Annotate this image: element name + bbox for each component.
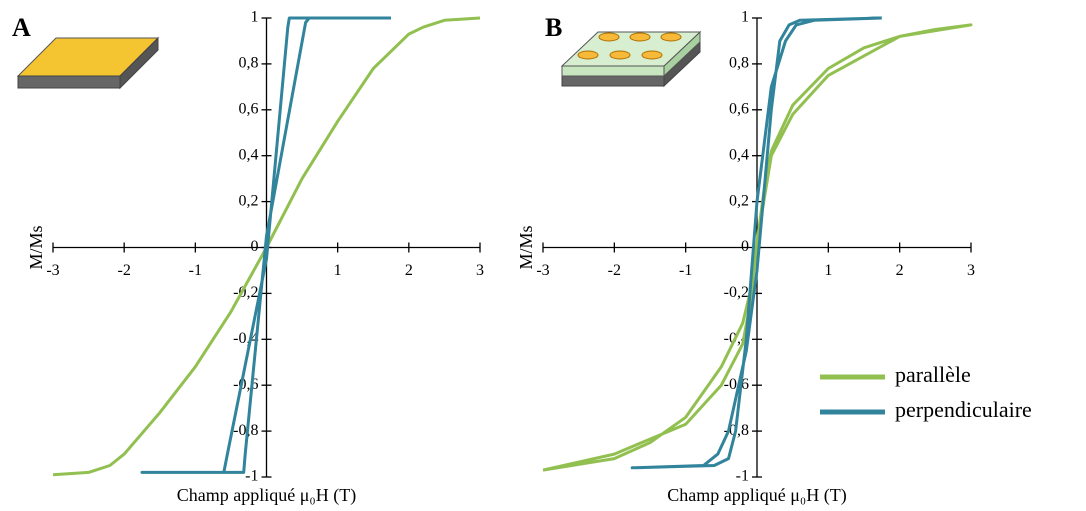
y-axis-label: M/Ms [26,225,46,269]
y-tick-label: 0 [251,238,259,255]
y-tick-label: 0,2 [729,192,749,209]
x-tick-label: 3 [967,262,975,279]
panel-label: A [12,13,31,42]
y-tick-label: 1 [741,9,749,26]
x-axis-label: Champ appliqué μ₀H (T) [667,485,846,506]
y-tick-label: 0,4 [729,146,749,163]
series-line [630,16,882,470]
y-tick-label: 1 [251,9,259,26]
y-tick-label: -1 [736,468,749,485]
legend-label: perpendiculaire [895,397,1032,422]
y-tick-label: 0,2 [239,192,259,209]
x-tick-label: -2 [118,262,131,279]
panel-label: B [545,13,562,42]
x-tick-label: -3 [46,262,59,279]
y-axis-label: M/Ms [516,225,536,269]
y-tick-label: -0,2 [724,284,749,301]
y-tick-label: 0,6 [729,100,749,117]
x-tick-label: 1 [824,262,832,279]
x-tick-label: 2 [405,262,413,279]
x-tick-label: -2 [608,262,621,279]
x-tick-label: 1 [334,262,342,279]
x-tick-label: 2 [896,262,904,279]
x-tick-label: -1 [189,262,202,279]
series-line [542,23,973,472]
x-tick-label: -3 [536,262,549,279]
legend-label: parallèle [895,362,971,387]
y-tick-label: 0,8 [239,55,259,72]
icon-b [560,30,702,88]
y-tick-label: -0,8 [233,422,258,439]
x-tick-label: 3 [476,262,484,279]
x-tick-label: -1 [679,262,692,279]
y-tick-label: 0 [741,238,749,255]
x-axis-label: Champ appliqué μ₀H (T) [177,485,356,506]
y-tick-label: 0,6 [239,100,259,117]
y-tick-label: -1 [245,468,258,485]
icon-a [16,36,160,90]
y-tick-label: 0,8 [729,55,749,72]
series-line [140,16,391,474]
y-tick-label: 0,4 [239,146,259,163]
y-tick-label: -0,6 [233,376,258,393]
